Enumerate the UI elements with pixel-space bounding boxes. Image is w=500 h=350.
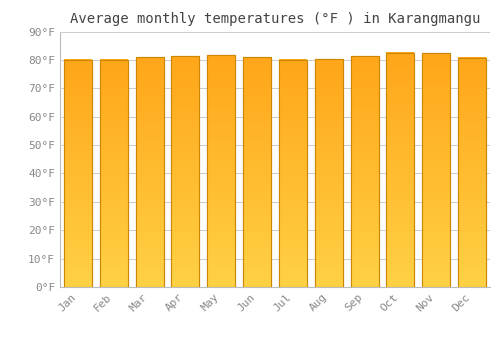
Bar: [315, 59, 342, 287]
Bar: [279, 60, 307, 287]
Bar: [243, 57, 271, 287]
Bar: [458, 58, 486, 287]
Bar: [172, 56, 200, 287]
Bar: [136, 57, 164, 287]
Bar: [64, 60, 92, 287]
Bar: [100, 60, 128, 287]
Bar: [422, 53, 450, 287]
Bar: [208, 55, 235, 287]
Bar: [458, 58, 486, 287]
Bar: [172, 56, 200, 287]
Bar: [386, 52, 414, 287]
Bar: [315, 59, 342, 287]
Bar: [350, 56, 378, 287]
Bar: [350, 56, 378, 287]
Bar: [208, 55, 235, 287]
Bar: [279, 60, 307, 287]
Bar: [64, 60, 92, 287]
Bar: [422, 53, 450, 287]
Bar: [100, 60, 128, 287]
Bar: [386, 52, 414, 287]
Bar: [243, 57, 271, 287]
Title: Average monthly temperatures (°F ) in Karangmangu: Average monthly temperatures (°F ) in Ka…: [70, 12, 480, 26]
Bar: [136, 57, 164, 287]
